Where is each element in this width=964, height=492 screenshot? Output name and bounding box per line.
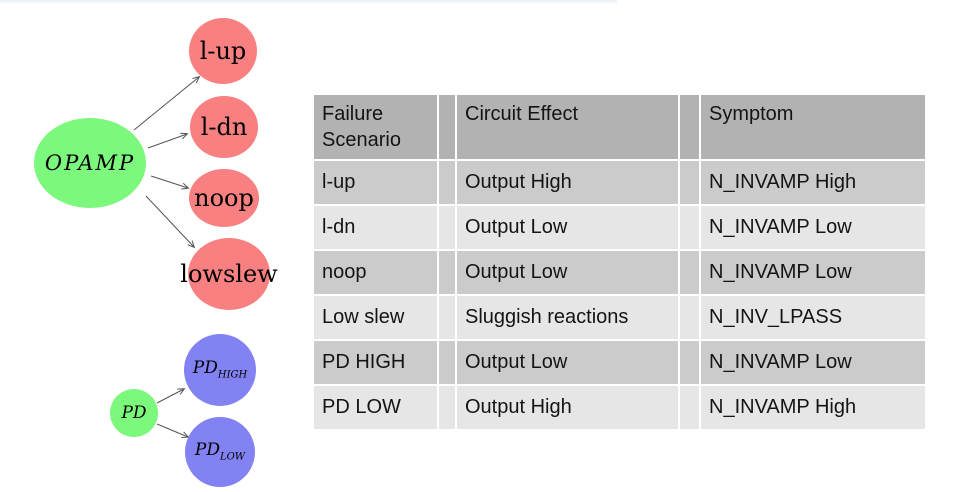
node-label-lowslew: lowslew [180, 260, 278, 288]
diagram-node-pd-high: PDHIGH [184, 334, 256, 406]
cell-scenario: noop [314, 251, 437, 294]
table-row: noop Output Low N_INVAMP Low [314, 251, 925, 294]
cell-scenario: l-dn [314, 206, 437, 249]
arrow-opamp-lowslew [145, 195, 196, 249]
arrow-opamp-noop [150, 175, 190, 190]
top-decorative-strip [0, 0, 617, 4]
failure-diagram: OPAMP l-up l-dn noop lowslew PD PDHIGH P… [0, 0, 320, 492]
cell-effect: Output Low [457, 251, 678, 294]
header-failure-scenario: Failure Scenario [314, 95, 437, 159]
cell-symptom: N_INVAMP Low [701, 341, 925, 384]
cell-effect: Output Low [457, 206, 678, 249]
spacer-cell [439, 206, 455, 249]
node-label-opamp: OPAMP [44, 150, 136, 175]
spacer-cell [439, 251, 455, 294]
header-circuit-effect: Circuit Effect [457, 95, 678, 159]
cell-scenario: l-up [314, 161, 437, 204]
spacer-cell [680, 251, 699, 294]
cell-effect: Output High [457, 161, 678, 204]
diagram-node-pd-low: PDLOW [185, 417, 255, 487]
spacer-cell [439, 296, 455, 339]
cell-scenario: PD LOW [314, 386, 437, 429]
node-label-noop: noop [194, 184, 254, 212]
table-row: PD LOW Output High N_INVAMP High [314, 386, 925, 429]
table-row: l-up Output High N_INVAMP High [314, 161, 925, 204]
table-row: l-dn Output Low N_INVAMP Low [314, 206, 925, 249]
table-header-row: Failure Scenario Circuit Effect Symptom [314, 95, 925, 159]
failure-scenario-table: Failure Scenario Circuit Effect Symptom … [312, 93, 927, 431]
node-label-pd: PD [121, 402, 147, 423]
arrow-opamp-lup [133, 75, 201, 131]
spacer-cell [439, 95, 455, 159]
cell-symptom: N_INV_LPASS [701, 296, 925, 339]
cell-symptom: N_INVAMP Low [701, 251, 925, 294]
diagram-arrows [133, 75, 201, 438]
header-symptom: Symptom [701, 95, 925, 159]
cell-scenario: Low slew [314, 296, 437, 339]
arrow-pd-pdlow [156, 423, 190, 438]
spacer-cell [680, 296, 699, 339]
diagram-node-l-up: l-up [189, 18, 257, 84]
node-label-l-up: l-up [199, 37, 247, 65]
diagram-node-noop: noop [189, 169, 259, 227]
cell-symptom: N_INVAMP High [701, 161, 925, 204]
spacer-cell [680, 161, 699, 204]
table-row: PD HIGH Output Low N_INVAMP Low [314, 341, 925, 384]
diagram-node-pd: PD [110, 389, 158, 437]
diagram-node-lowslew: lowslew [180, 238, 278, 310]
arrow-opamp-ldn [147, 132, 189, 149]
spacer-cell [439, 161, 455, 204]
cell-effect: Output Low [457, 341, 678, 384]
node-label-pd-low: PDLOW [194, 439, 246, 463]
spacer-cell [439, 386, 455, 429]
table-row: Low slew Sluggish reactions N_INV_LPASS [314, 296, 925, 339]
spacer-cell [680, 95, 699, 159]
spacer-cell [439, 341, 455, 384]
cell-effect: Output High [457, 386, 678, 429]
diagram-node-opamp: OPAMP [34, 118, 146, 208]
diagram-node-l-dn: l-dn [190, 96, 258, 158]
cell-effect: Sluggish reactions [457, 296, 678, 339]
cell-symptom: N_INVAMP Low [701, 206, 925, 249]
node-label-l-dn: l-dn [200, 113, 248, 141]
spacer-cell [680, 206, 699, 249]
cell-symptom: N_INVAMP High [701, 386, 925, 429]
cell-scenario: PD HIGH [314, 341, 437, 384]
node-label-pd-high: PDHIGH [192, 357, 248, 381]
spacer-cell [680, 341, 699, 384]
arrow-pd-pdhigh [156, 388, 186, 404]
spacer-cell [680, 386, 699, 429]
